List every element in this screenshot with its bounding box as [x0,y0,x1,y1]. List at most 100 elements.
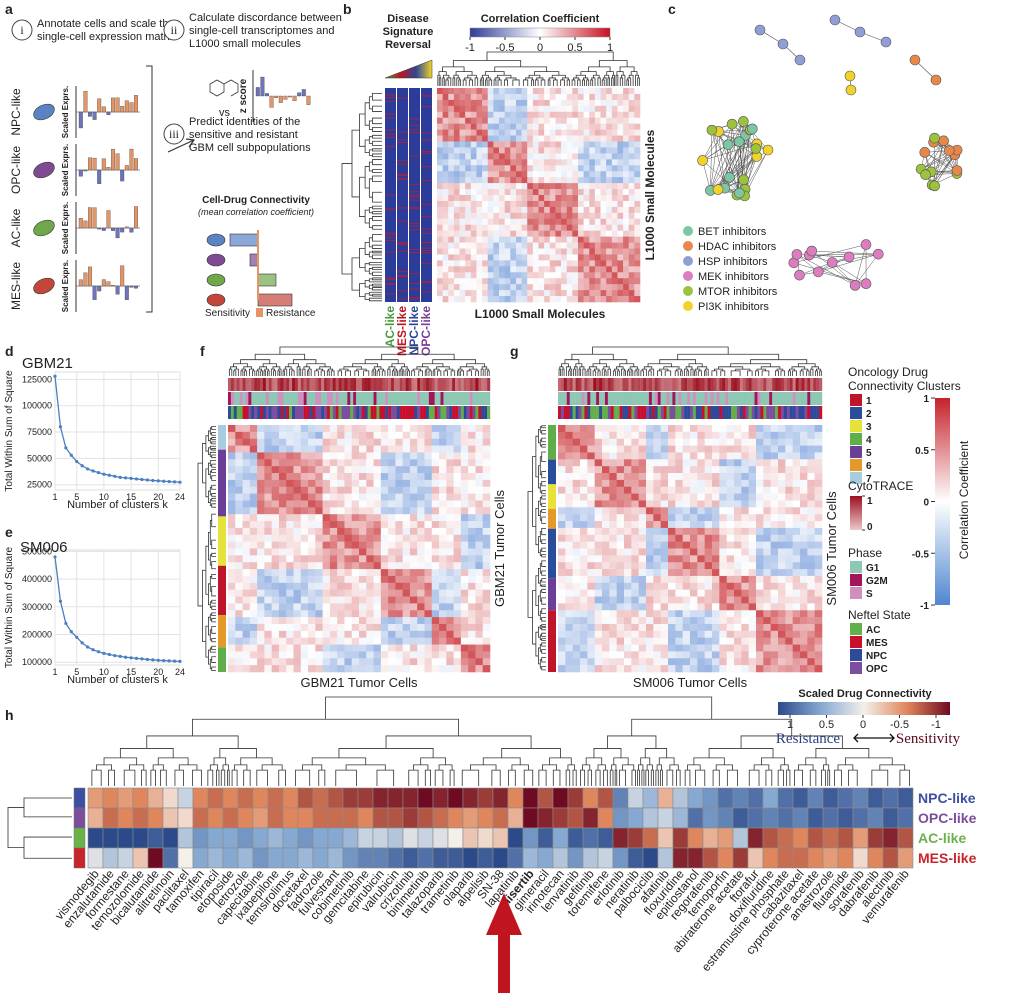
heatmap-texture [611,177,618,184]
heatmap-texture [675,452,683,460]
annotation-cytotrace [289,378,293,391]
heatmap-texture [726,582,735,590]
heatmap-texture [439,589,447,597]
network-node [794,269,805,281]
heatmap-texture [521,266,528,273]
heatmap-texture [499,147,505,154]
heatmap-texture [572,242,579,249]
heatmap-texture [264,479,272,488]
heatmap-texture [572,534,581,542]
heatmap-texture [242,658,251,666]
heatmap-texture [521,218,528,226]
heatmap-texture [561,159,567,166]
network-edge [854,244,867,286]
heatmap-texture [315,479,323,488]
heatmap-texture [482,129,489,136]
heatmap-texture [359,507,367,515]
heatmap-texture [660,431,669,440]
heatmap-texture [465,212,472,220]
heatmap-texture [572,658,581,666]
heatmap-texture [359,630,367,638]
annotation-neftel [786,406,790,419]
heatmap-texture [538,278,545,285]
heatmap-texture [228,637,236,645]
heatmap-texture [453,272,460,279]
heatmap-texture [668,644,676,652]
legend-label: PI3K inhibitors [698,301,769,313]
heatmap-texture [719,486,727,494]
heatmap-texture [417,596,425,604]
heatmap-texture [459,200,466,208]
y-tick-label: 75000 [27,427,52,437]
heatmap-texture [424,541,433,549]
heatmap-texture [476,248,483,255]
heatmap-texture [278,452,287,460]
heatmap-texture [580,541,588,549]
heatmap-texture [424,534,433,542]
heatmap-texture [583,224,590,231]
expression-bar [97,98,102,113]
heatmap-texture [778,479,786,488]
heatmap-texture [770,459,779,467]
heatmap-texture [555,236,562,243]
heatmap-texture [286,562,294,570]
heatmap-texture [589,88,596,95]
annotation-neftel [736,406,741,419]
annotation-neftel [312,406,316,419]
heatmap-texture [446,507,454,515]
heatmap-texture [453,438,462,446]
signature-speck [397,178,408,180]
heatmap-texture [308,623,316,632]
heatmap-texture [460,610,469,618]
heatmap-texture [499,129,505,136]
heatmap-texture [606,254,613,261]
cell-type-label: MES-like [9,262,23,310]
heatmap-texture [300,452,309,460]
heatmap-texture [439,637,447,645]
heatmap-texture [594,431,603,440]
heatmap-texture [544,272,551,279]
heatmap-texture [566,141,573,148]
heatmap-texture [690,541,698,549]
heatmap-texture [623,117,630,124]
heatmap-texture [439,452,447,460]
heatmap-texture [653,651,661,659]
heatmap-texture [623,290,630,297]
heatmap-texture [437,141,443,148]
heatmap-texture [778,603,786,611]
heatmap-texture [470,236,477,243]
heatmap-texture [611,195,618,202]
heatmap-texture [504,230,511,237]
heatmap-texture [453,466,462,474]
annotation-phase [751,392,755,405]
heatmap-texture [271,665,280,673]
heatmap-texture [504,284,511,291]
heatmap-texture [504,159,511,166]
annotation-cytotrace [262,378,267,391]
annotation-cytotrace [634,378,638,391]
heatmap-texture [668,575,676,584]
heatmap-texture [602,479,610,488]
heatmap-texture [623,254,630,261]
heatmap-texture [446,658,454,666]
heatmap-texture [609,527,617,536]
heatmap-texture [264,521,272,529]
heatmap-texture [515,224,522,231]
heatmap-texture [437,242,443,249]
network-node [930,74,942,86]
heatmap-texture [634,153,641,160]
heatmap-texture [623,93,630,101]
heatmap-texture [565,658,573,666]
heatmap-texture [286,466,294,474]
heatmap-texture [589,260,596,267]
heatmap-texture [726,445,735,453]
heatmap-texture [476,159,483,166]
heatmap-texture [424,548,433,556]
heatmap-texture [741,555,749,563]
colorbar-tick-label: -0.5 [496,42,515,54]
heatmap-texture [748,610,757,618]
heatmap-texture [785,596,793,604]
x-axis-label: GBM21 Tumor Cells [300,675,418,690]
heatmap-texture [264,527,272,536]
heatmap-texture [388,603,396,611]
